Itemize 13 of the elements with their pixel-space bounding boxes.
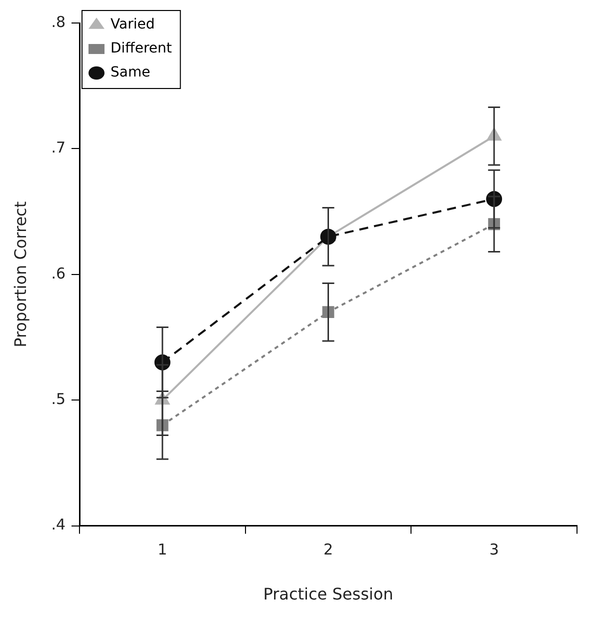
- y-tick-label: .8: [51, 12, 66, 31]
- y-axis-title: Proportion Correct: [10, 201, 30, 348]
- y-tick-label: .4: [51, 516, 66, 534]
- x-tick-label: 1: [158, 540, 168, 559]
- x-tick-label: 3: [489, 540, 499, 559]
- legend-label: Different: [110, 40, 172, 57]
- legend-label: Varied: [110, 16, 155, 33]
- x-axis-title: Practice Session: [263, 584, 394, 604]
- y-tick-label: .5: [51, 390, 66, 408]
- y-tick-label: .7: [51, 138, 66, 157]
- y-tick-label: .6: [51, 264, 66, 282]
- x-tick-label: 2: [323, 540, 334, 559]
- legend-label: Same: [110, 64, 150, 81]
